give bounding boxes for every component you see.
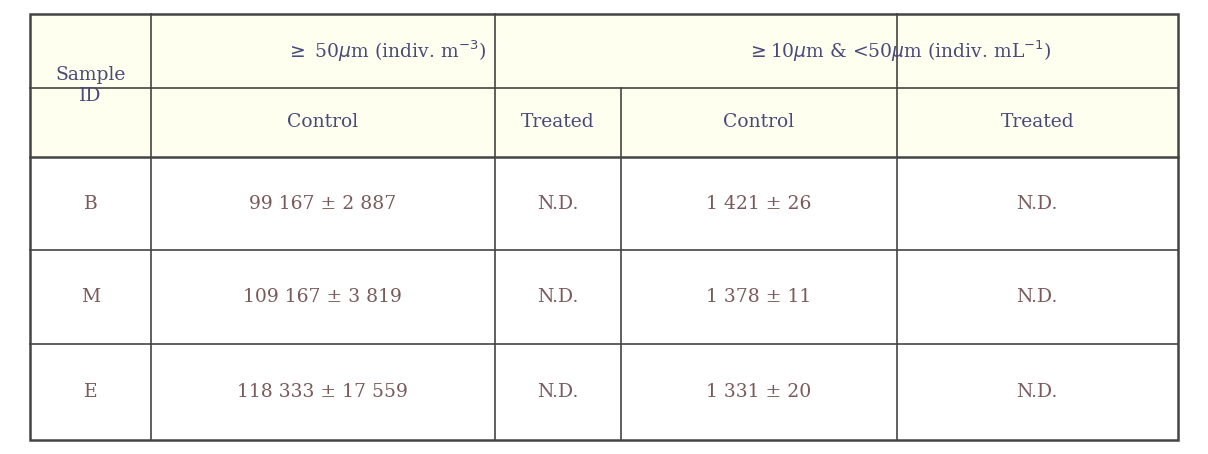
Bar [30, 157, 1178, 440]
Text: Sample
ID: Sample ID [56, 66, 126, 104]
Text: N.D.: N.D. [538, 383, 579, 401]
Text: Control: Control [288, 114, 359, 132]
Text: Treated: Treated [522, 114, 594, 132]
Text: 1 378 ± 11: 1 378 ± 11 [707, 288, 812, 306]
Text: N.D.: N.D. [538, 194, 579, 212]
Text: N.D.: N.D. [538, 288, 579, 306]
Text: E: E [83, 383, 98, 401]
Text: M: M [81, 288, 100, 306]
Text: 1 421 ± 26: 1 421 ± 26 [707, 194, 812, 212]
Text: 1 331 ± 20: 1 331 ± 20 [707, 383, 812, 401]
Text: $\geq$ 50$\mu$m (indiv. m$^{-3}$): $\geq$ 50$\mu$m (indiv. m$^{-3}$) [286, 38, 486, 64]
Text: 109 167 ± 3 819: 109 167 ± 3 819 [243, 288, 402, 306]
Text: Control: Control [724, 114, 795, 132]
Text: $\geq$10$\mu$m & <50$\mu$m (indiv. mL$^{-1}$): $\geq$10$\mu$m & <50$\mu$m (indiv. mL$^{… [748, 38, 1052, 64]
Text: 118 333 ± 17 559: 118 333 ± 17 559 [238, 383, 408, 401]
Text: N.D.: N.D. [1016, 383, 1058, 401]
Text: B: B [83, 194, 98, 212]
Bar [30, 14, 1178, 157]
Text: 99 167 ± 2 887: 99 167 ± 2 887 [249, 194, 396, 212]
Text: N.D.: N.D. [1016, 194, 1058, 212]
Text: Treated: Treated [1000, 114, 1074, 132]
Text: N.D.: N.D. [1016, 288, 1058, 306]
